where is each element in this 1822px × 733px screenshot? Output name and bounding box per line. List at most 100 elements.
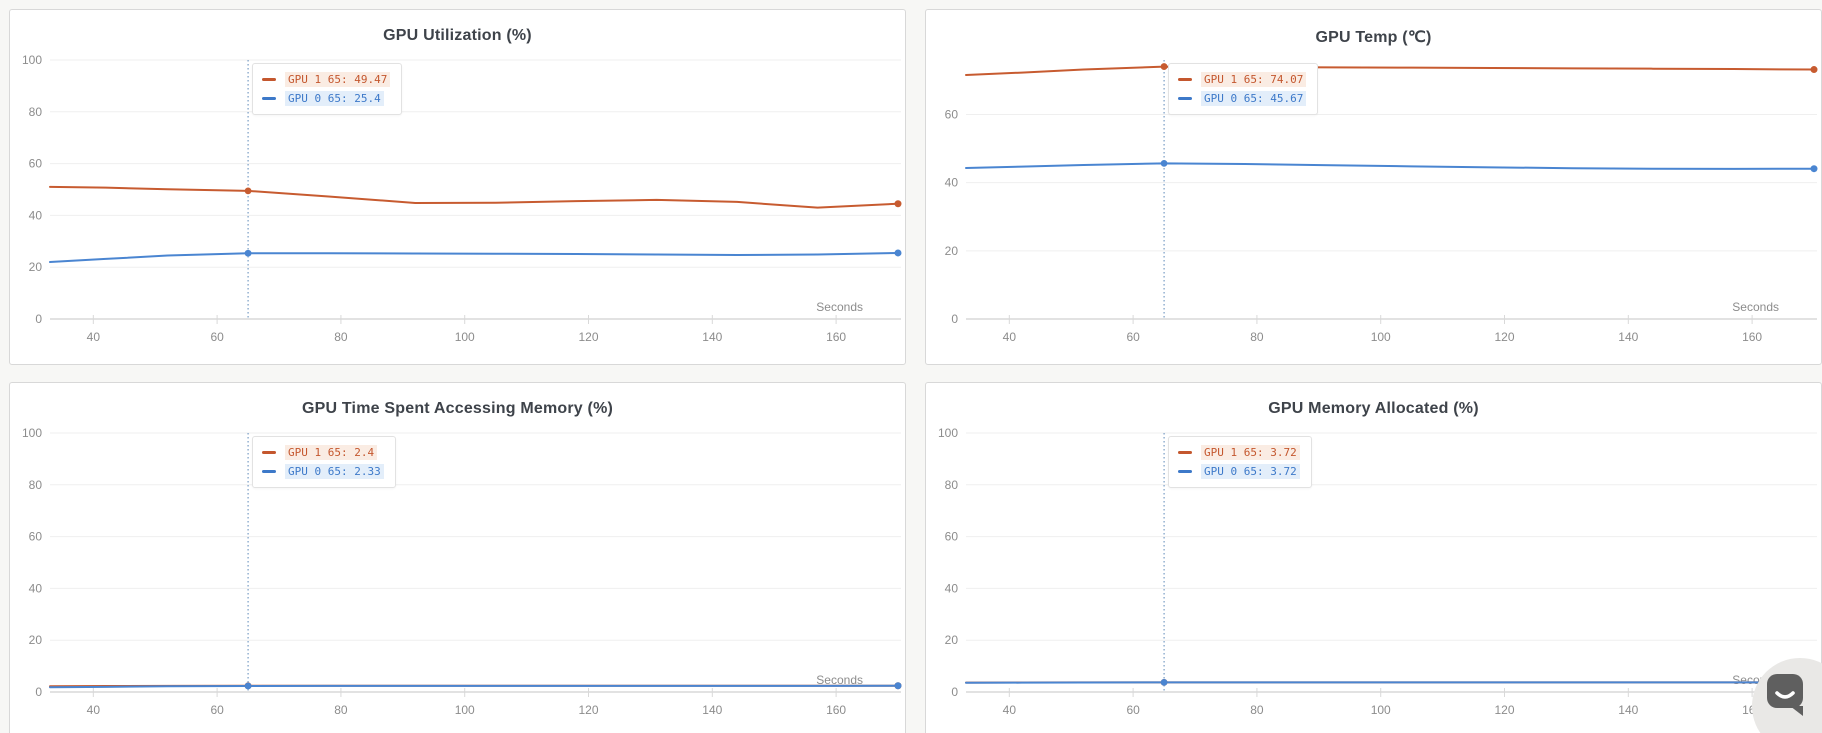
x-tick-label: 140 [702, 703, 722, 717]
x-tick-label: 120 [1494, 330, 1514, 344]
y-tick-label: 60 [29, 157, 43, 171]
hover-marker [1160, 63, 1168, 70]
hover-tooltip: GPU 1 65: 49.47 GPU 0 65: 25.4 [252, 63, 403, 115]
tooltip-row-gpu0: GPU 0 65: 3.72 [1178, 464, 1300, 479]
hover-tooltip: GPU 1 65: 3.72 GPU 0 65: 3.72 [1168, 436, 1312, 488]
x-tick-label: 160 [826, 703, 846, 717]
x-axis-unit-label: Seconds [816, 673, 863, 687]
tooltip-value: GPU 1 65: 3.72 [1201, 445, 1300, 460]
y-tick-label: 0 [35, 312, 42, 326]
x-tick-label: 140 [1618, 703, 1638, 717]
hover-marker [244, 682, 252, 690]
y-tick-label: 100 [22, 53, 42, 67]
y-tick-label: 80 [29, 478, 43, 492]
x-tick-label: 40 [1003, 330, 1017, 344]
gridlines [966, 432, 1817, 641]
end-marker [1810, 66, 1818, 74]
chart-title: GPU Utilization (%) [383, 27, 532, 44]
tooltip-row-gpu0: GPU 0 65: 45.67 [1178, 91, 1307, 106]
tooltip-row-gpu1: GPU 1 65: 3.72 [1178, 445, 1300, 460]
tooltip-row-gpu0: GPU 0 65: 2.33 [262, 464, 384, 479]
chart-title: GPU Time Spent Accessing Memory (%) [301, 400, 614, 417]
x-tick-label: 120 [578, 703, 598, 717]
y-tick-label: 60 [29, 530, 43, 544]
x-tick-label: 100 [1371, 330, 1391, 344]
y-tick-label: 60 [945, 530, 959, 544]
x-tick-label: 60 [1126, 330, 1140, 344]
y-tick-label: 80 [29, 105, 43, 119]
series-dash-icon [262, 78, 276, 81]
series-dash-icon [262, 470, 276, 473]
gpu-memory-allocated-panel: GPU Memory Allocated (%) 0 20 40 60 80 100 40 6… [925, 382, 1822, 733]
y-tick-label: 40 [29, 581, 43, 595]
gpu-utilization-panel: GPU Utilization (%) 0 20 40 60 80 100 40 60 80 10… [9, 9, 906, 365]
x-tick-label: 40 [87, 703, 101, 717]
end-marker [894, 200, 902, 208]
x-tick-label: 120 [578, 330, 598, 344]
x-tick-label: 100 [455, 330, 475, 344]
x-axis-unit-label: Seconds [1732, 300, 1779, 314]
gridlines [50, 432, 901, 641]
y-tick-label: 0 [951, 685, 958, 699]
x-tick-label: 80 [334, 703, 348, 717]
y-tick-label: 0 [35, 685, 42, 699]
tooltip-value: GPU 0 65: 45.67 [1201, 91, 1307, 106]
tooltip-value: GPU 0 65: 3.72 [1201, 464, 1300, 479]
y-tick-label: 40 [29, 208, 43, 222]
gpu-temp-chart[interactable]: 0 20 40 60 40 60 80 100 120 140 160 Seconds [926, 10, 1822, 365]
series-dash-icon [1178, 451, 1192, 454]
tooltip-value: GPU 1 65: 74.07 [1201, 72, 1307, 87]
end-marker [894, 682, 902, 690]
x-tick-label: 100 [1371, 703, 1391, 717]
chat-launcher-button[interactable] [1764, 672, 1808, 716]
x-axis-unit-label: Seconds [816, 300, 863, 314]
y-tick-label: 80 [945, 478, 959, 492]
y-tick-label: 100 [938, 426, 958, 440]
x-tick-label: 100 [455, 703, 475, 717]
end-marker [894, 249, 902, 257]
series-line [49, 185, 899, 209]
tooltip-value: GPU 0 65: 25.4 [285, 91, 384, 106]
x-tick-label: 80 [1250, 330, 1264, 344]
x-tick-label: 40 [1003, 703, 1017, 717]
chart-title: GPU Memory Allocated (%) [1268, 400, 1479, 417]
tooltip-value: GPU 1 65: 49.47 [285, 72, 391, 87]
x-tick-label: 80 [334, 330, 348, 344]
tooltip-row-gpu1: GPU 1 65: 74.07 [1178, 72, 1307, 87]
series-line [49, 684, 899, 689]
hover-marker [244, 187, 252, 195]
gpu-utilization-chart[interactable]: 0 20 40 60 80 100 40 60 80 100 120 140 160 Seconds [10, 10, 906, 365]
tooltip-value: GPU 0 65: 2.33 [285, 464, 384, 479]
tooltip-row-gpu0: GPU 0 65: 25.4 [262, 91, 390, 106]
tooltip-row-gpu1: GPU 1 65: 2.4 [262, 445, 384, 460]
y-tick-label: 20 [29, 260, 43, 274]
hover-marker [244, 249, 252, 257]
y-tick-label: 20 [29, 633, 43, 647]
y-tick-label: 0 [951, 312, 958, 326]
hover-tooltip: GPU 1 65: 74.07 GPU 0 65: 45.67 [1168, 63, 1319, 115]
y-tick-label: 40 [945, 581, 959, 595]
chart-title: GPU Temp (℃) [1315, 29, 1432, 46]
x-tick-label: 120 [1494, 703, 1514, 717]
gpu-memory-access-panel: GPU Time Spent Accessing Memory (%) 0 20 4… [9, 382, 906, 733]
x-tick-label: 60 [1126, 703, 1140, 717]
gridlines [966, 114, 1817, 252]
series-dash-icon [262, 97, 276, 100]
y-tick-label: 20 [945, 244, 959, 258]
series-line [965, 162, 1815, 170]
tooltip-value: GPU 1 65: 2.4 [285, 445, 378, 460]
x-tick-label: 40 [87, 330, 101, 344]
series-dash-icon [1178, 470, 1192, 473]
gridlines [50, 59, 901, 268]
x-tick-label: 160 [826, 330, 846, 344]
series-dash-icon [1178, 97, 1192, 100]
gpu-memory-access-chart[interactable]: 0 20 40 60 80 100 40 60 80 100 120 140 160 Seconds [10, 383, 906, 733]
series-line [965, 65, 1815, 76]
y-tick-label: 20 [945, 633, 959, 647]
x-tick-label: 160 [1742, 330, 1762, 344]
hover-tooltip: GPU 1 65: 2.4 GPU 0 65: 2.33 [252, 436, 396, 488]
gpu-temp-panel: GPU Temp (℃) 0 20 40 60 40 60 80 100 120 140 160 Se… [925, 9, 1822, 365]
end-marker [1810, 165, 1818, 173]
